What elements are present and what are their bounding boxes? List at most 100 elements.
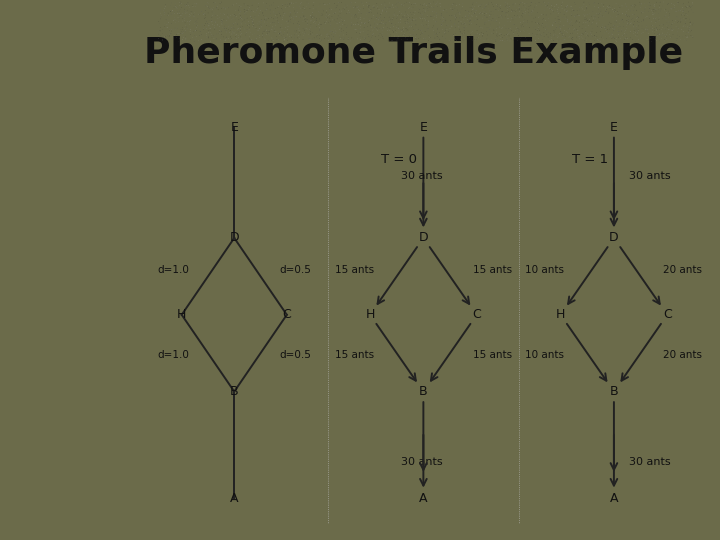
- Point: [294, 21, 305, 29]
- Point: [512, 11, 523, 20]
- Point: [329, 28, 341, 37]
- Point: [618, 18, 629, 26]
- Point: [202, 33, 214, 42]
- Text: 15 ants: 15 ants: [473, 350, 512, 360]
- Point: [160, 32, 171, 41]
- Point: [611, 37, 623, 45]
- Point: [174, 1, 186, 10]
- Point: [662, 0, 674, 8]
- Point: [274, 30, 285, 38]
- Point: [687, 0, 698, 6]
- Point: [316, 31, 328, 39]
- Point: [444, 25, 455, 34]
- Point: [438, 14, 450, 23]
- Point: [372, 9, 383, 17]
- Point: [211, 4, 222, 12]
- Point: [469, 35, 480, 44]
- Point: [188, 34, 199, 43]
- Point: [367, 2, 379, 11]
- Point: [644, 1, 656, 10]
- Point: [503, 17, 514, 26]
- Point: [546, 6, 558, 15]
- Point: [250, 36, 261, 44]
- Point: [287, 14, 298, 22]
- Point: [680, 36, 692, 44]
- Point: [616, 27, 627, 36]
- Point: [374, 19, 386, 28]
- Point: [423, 33, 435, 42]
- Point: [658, 30, 670, 39]
- Point: [180, 34, 192, 43]
- Point: [158, 9, 170, 18]
- Point: [171, 16, 183, 25]
- Point: [440, 24, 451, 33]
- Point: [481, 9, 492, 17]
- Point: [642, 7, 654, 16]
- Point: [311, 31, 323, 40]
- Point: [172, 23, 184, 32]
- Point: [188, 15, 199, 23]
- Point: [275, 21, 287, 29]
- Point: [393, 24, 405, 32]
- Point: [222, 4, 234, 12]
- Point: [227, 19, 238, 28]
- Point: [516, 32, 527, 41]
- Point: [678, 22, 690, 30]
- Point: [553, 17, 564, 25]
- Point: [176, 14, 188, 23]
- Point: [578, 10, 590, 19]
- Point: [688, 8, 699, 17]
- Point: [677, 0, 688, 9]
- Point: [449, 10, 461, 19]
- Point: [161, 21, 173, 29]
- Point: [430, 0, 441, 9]
- Point: [204, 37, 216, 45]
- Point: [552, 8, 563, 16]
- Point: [282, 31, 293, 39]
- Point: [684, 25, 696, 34]
- Point: [305, 11, 317, 19]
- Point: [537, 19, 549, 28]
- Point: [456, 31, 468, 39]
- Point: [413, 8, 425, 17]
- Point: [613, 28, 625, 36]
- Point: [283, 17, 294, 25]
- Point: [659, 37, 670, 45]
- Point: [463, 12, 474, 21]
- Point: [226, 27, 238, 36]
- Point: [328, 9, 340, 18]
- Point: [378, 19, 390, 28]
- Point: [161, 16, 172, 24]
- Point: [408, 15, 419, 24]
- Point: [632, 14, 644, 22]
- Point: [512, 36, 523, 45]
- Point: [236, 19, 248, 28]
- Point: [686, 25, 698, 34]
- Text: 30 ants: 30 ants: [629, 457, 671, 467]
- Point: [261, 5, 272, 14]
- Point: [423, 16, 434, 25]
- Point: [570, 18, 581, 27]
- Point: [548, 36, 559, 45]
- Point: [638, 25, 649, 33]
- Point: [677, 3, 688, 12]
- Point: [202, 0, 213, 6]
- Point: [502, 36, 513, 45]
- Point: [204, 20, 215, 29]
- Point: [565, 10, 577, 19]
- Point: [439, 27, 451, 36]
- Point: [606, 30, 617, 38]
- Point: [235, 15, 247, 23]
- Point: [600, 8, 611, 16]
- Point: [285, 18, 297, 26]
- Point: [382, 33, 394, 42]
- Point: [546, 21, 558, 29]
- Point: [598, 36, 609, 44]
- Point: [401, 13, 413, 22]
- Point: [448, 31, 459, 39]
- Point: [479, 9, 490, 18]
- Point: [209, 0, 220, 8]
- Point: [256, 9, 268, 17]
- Point: [621, 2, 632, 10]
- Point: [236, 16, 248, 24]
